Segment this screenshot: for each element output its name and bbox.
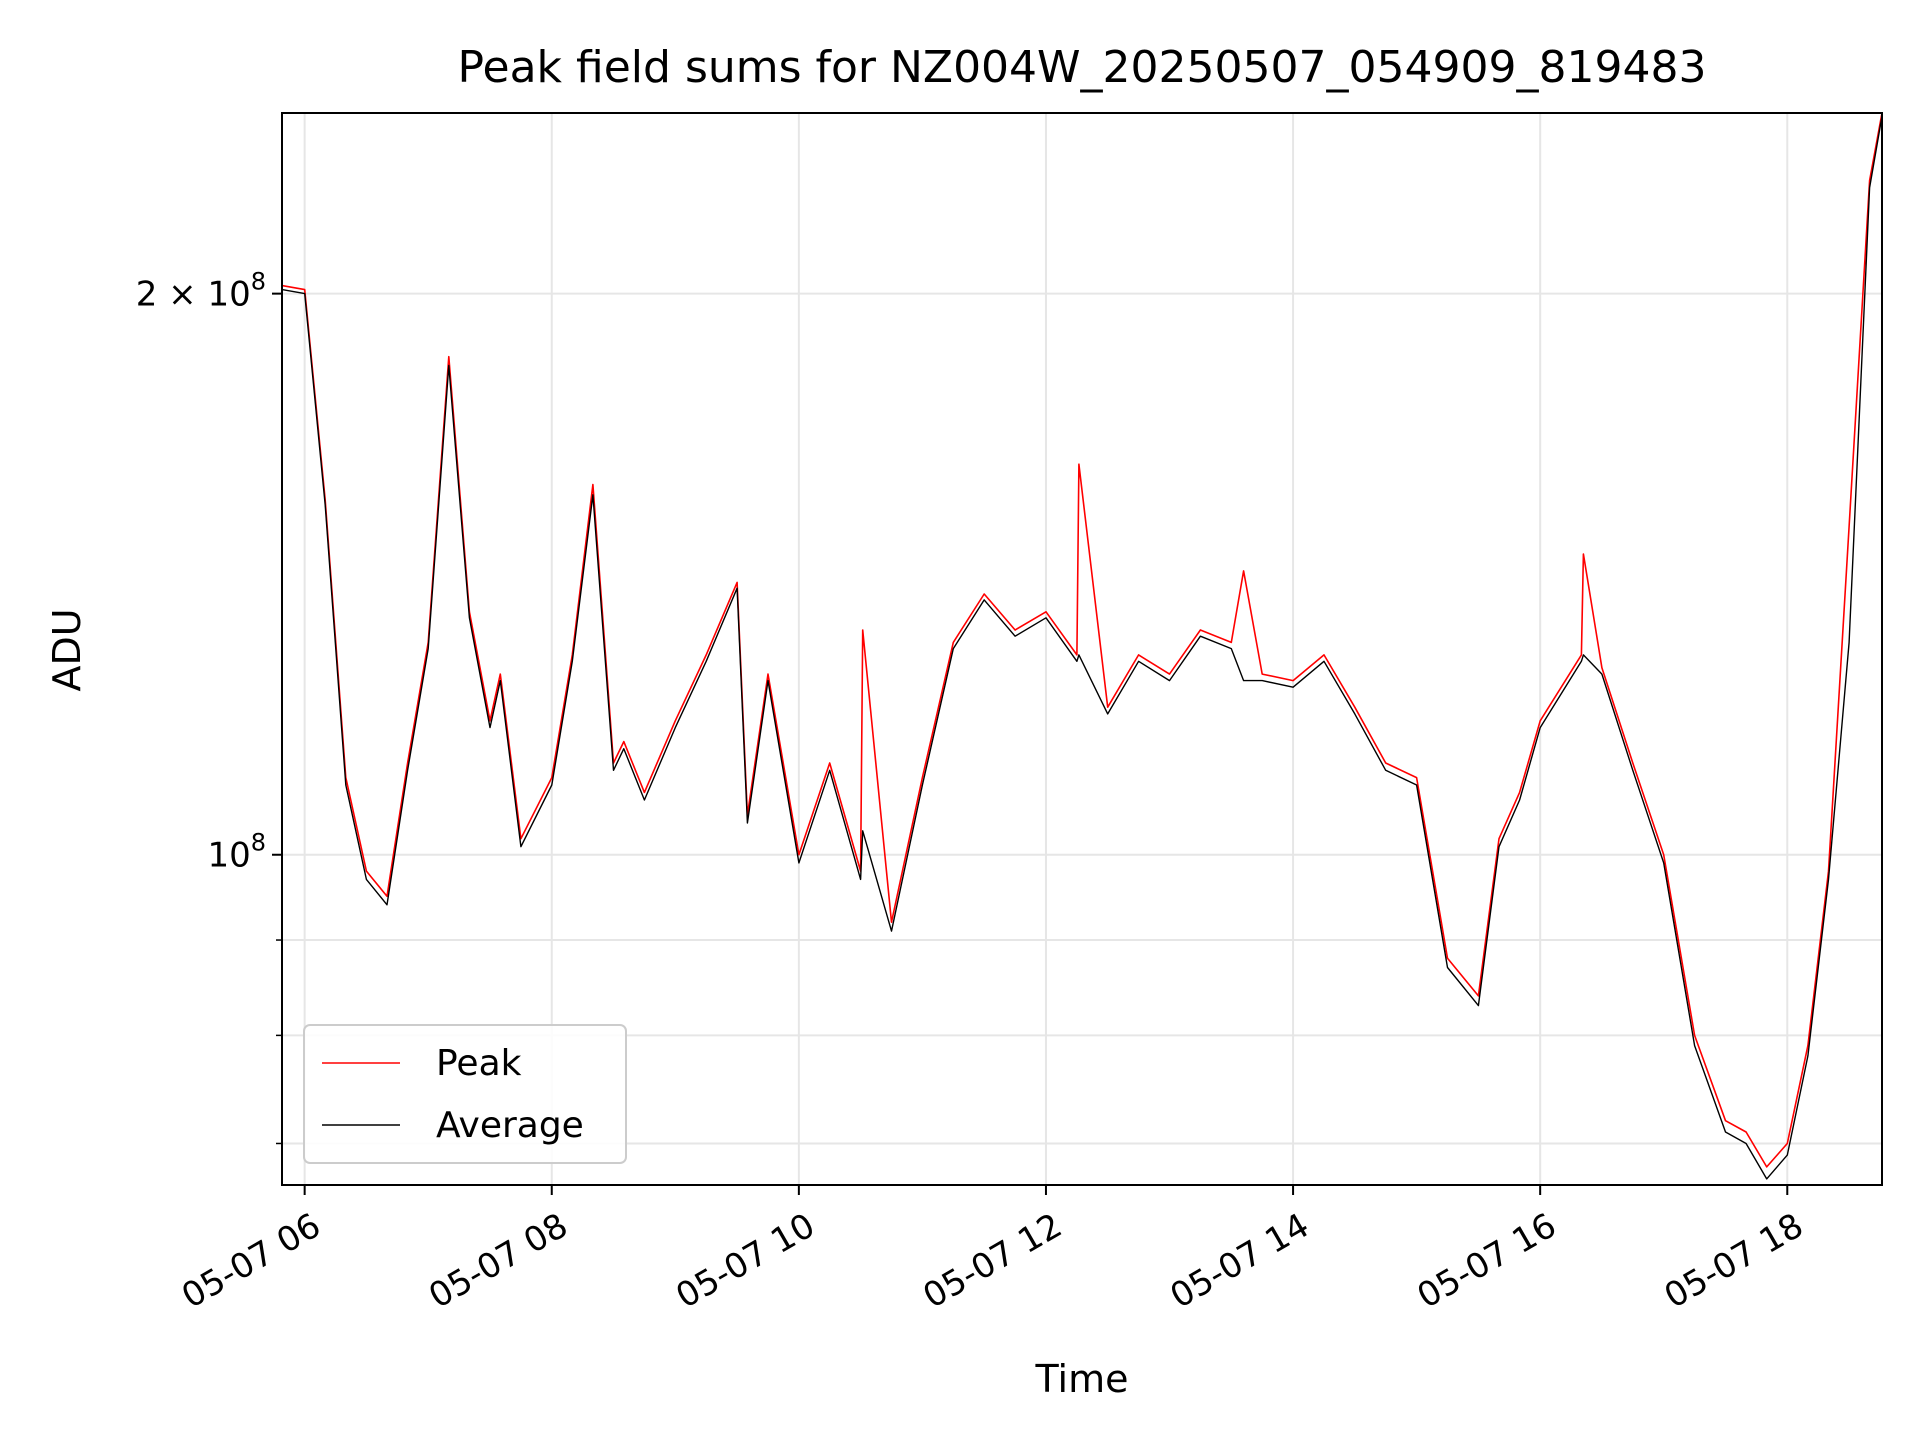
y-tick-label: 2 × 108 — [136, 268, 266, 315]
series-line-peak — [282, 113, 1882, 1168]
x-axis-label: Time — [1035, 1357, 1129, 1401]
y-tick-mantissa: 2 × — [136, 275, 208, 315]
y-axis-label: ADU — [45, 608, 89, 691]
legend-label: Average — [436, 1105, 584, 1146]
grid — [282, 113, 1882, 1185]
y-tick-base: 10 — [207, 275, 250, 315]
y-tick-exponent: 8 — [251, 268, 266, 296]
plot-frame — [281, 112, 1883, 1186]
y-tick-exponent: 8 — [251, 829, 266, 857]
legend: Peak Average — [303, 1024, 627, 1164]
legend-box — [303, 1024, 627, 1164]
y-tick-base: 10 — [207, 836, 250, 876]
series-layer — [282, 113, 1882, 1180]
series-line-average — [282, 116, 1882, 1180]
legend-label: Peak — [436, 1043, 522, 1084]
y-tick-label: 108 — [207, 829, 266, 876]
chart-title: Peak field sums for NZ004W_20250507_0549… — [458, 42, 1707, 93]
